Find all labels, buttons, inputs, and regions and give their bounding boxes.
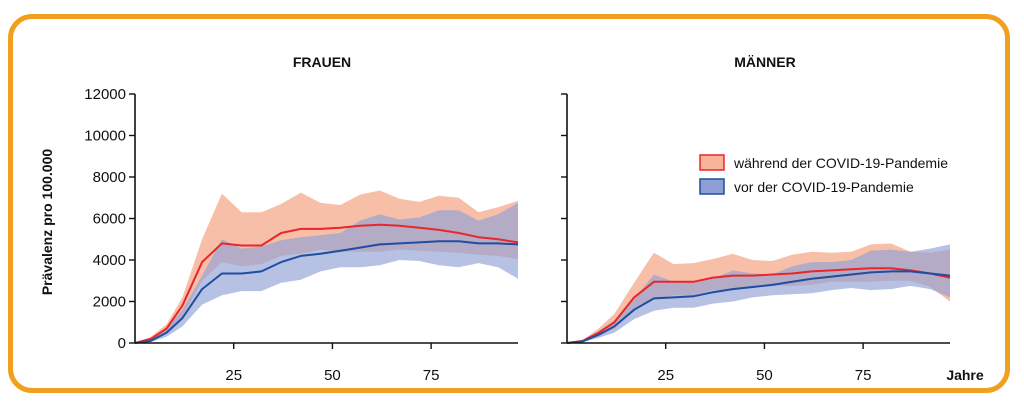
line-before xyxy=(566,270,951,344)
y-tick-label: 8000 xyxy=(93,169,126,186)
x-tick-label: 50 xyxy=(756,367,773,384)
legend-label-during: während der COVID-19-Pandemie xyxy=(733,155,948,171)
x-tick-label: 75 xyxy=(423,367,440,384)
chart-title-maenner: MÄNNER xyxy=(734,54,795,70)
x-tick-label: 50 xyxy=(324,367,341,384)
legend: während der COVID-19-Pandemie vor der CO… xyxy=(699,154,948,195)
x-axis-label: Jahre xyxy=(946,367,984,383)
y-tick-label: 12000 xyxy=(84,86,126,103)
x-tick-label: 75 xyxy=(855,367,872,384)
band-before xyxy=(567,244,950,343)
y-tick-label: 6000 xyxy=(93,211,126,228)
y-tick-label: 4000 xyxy=(93,252,126,269)
y-tick-label: 2000 xyxy=(93,294,126,311)
y-tick-label: 0 xyxy=(118,335,126,352)
y-axis-label: Prävalenz pro 100.000 xyxy=(39,149,55,296)
panel-frauen: 0 2000 4000 6000 8000 10000 12000 25 50 75 xyxy=(84,86,519,384)
x-tick-label: 25 xyxy=(657,367,674,384)
legend-swatch-before xyxy=(699,178,725,195)
panel-maenner: 25 50 75 xyxy=(561,93,951,384)
line-before xyxy=(134,240,519,344)
line-during xyxy=(566,267,951,344)
legend-swatch-during xyxy=(699,154,725,171)
line-during xyxy=(134,223,519,344)
legend-label-before: vor der COVID-19-Pandemie xyxy=(734,179,914,195)
band-before xyxy=(135,202,518,343)
y-tick-label: 10000 xyxy=(84,128,126,145)
chart-title-frauen: FRAUEN xyxy=(293,54,351,70)
x-tick-label: 25 xyxy=(225,367,242,384)
